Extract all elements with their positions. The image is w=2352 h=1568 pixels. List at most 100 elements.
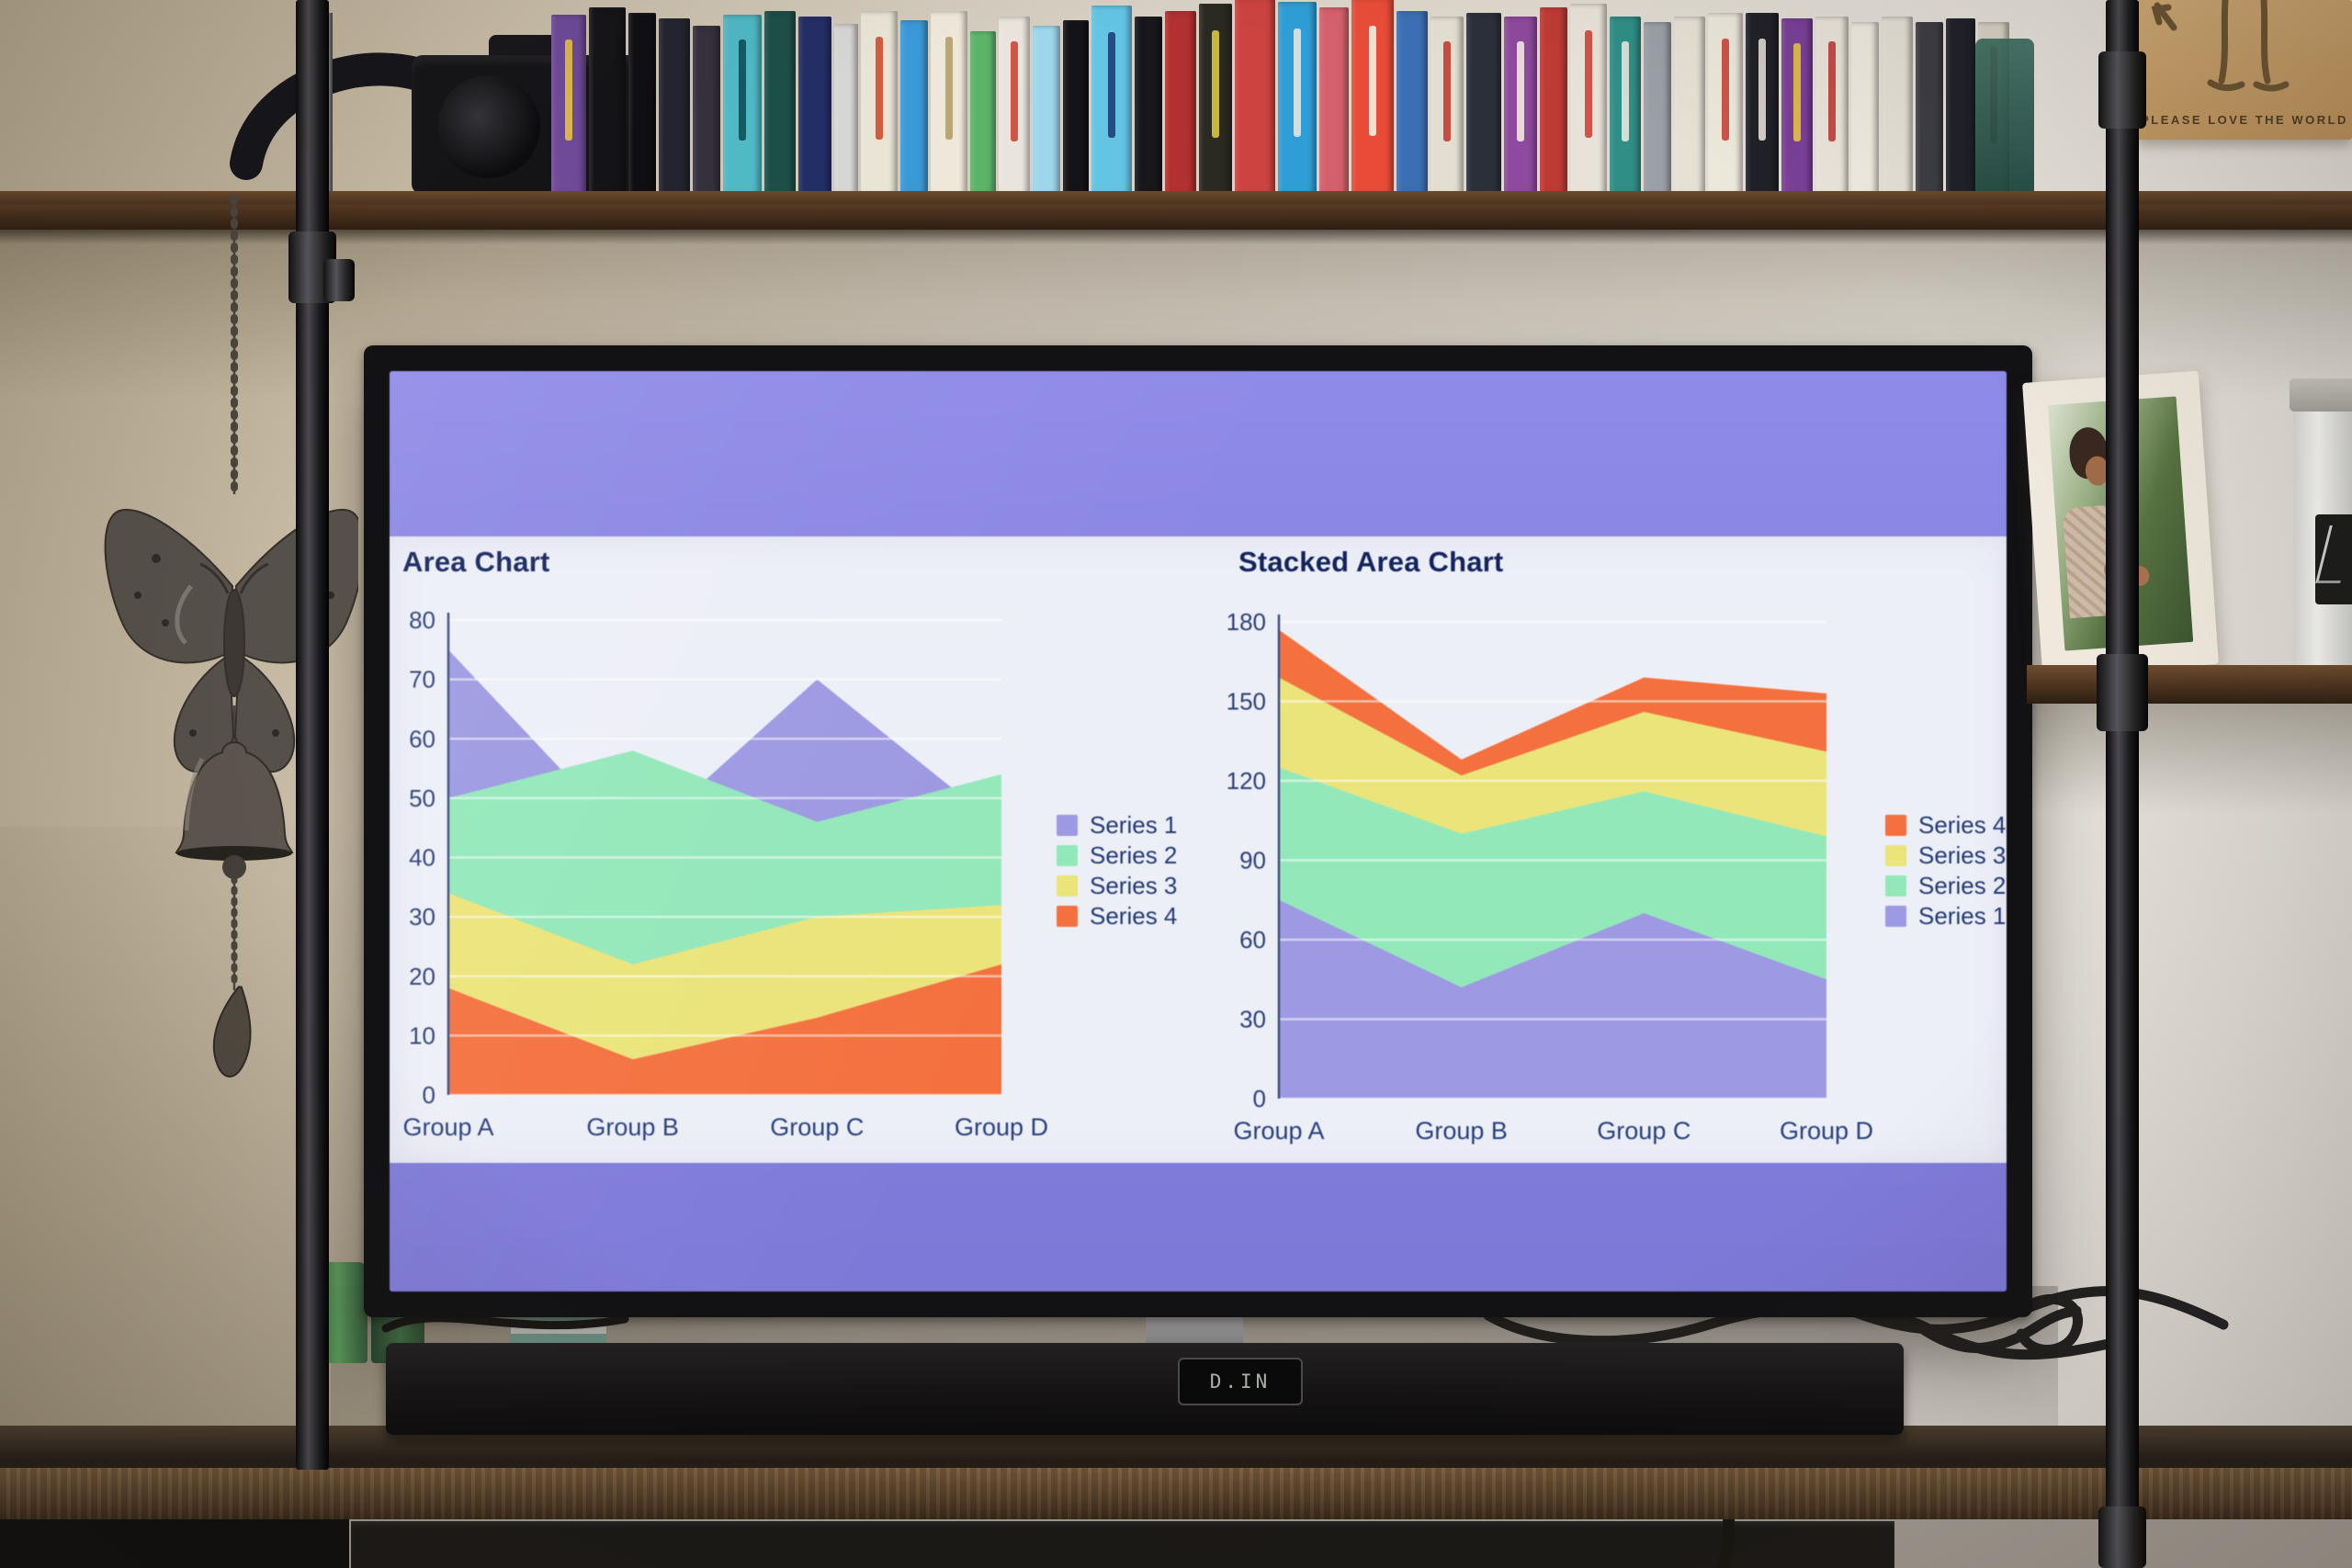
right-shelf-board	[2027, 665, 2352, 704]
book-spine	[1504, 17, 1537, 195]
legend-swatch	[1885, 906, 1906, 927]
book-spine	[900, 20, 928, 195]
screen-reflection	[390, 371, 2007, 1292]
x-tick-label: Group C	[1597, 1117, 1690, 1145]
book-spine-title-band	[1108, 31, 1115, 139]
legend-item: Series 3	[1885, 840, 2006, 871]
book-spine	[798, 17, 831, 195]
book-spine-title-band	[1758, 38, 1766, 141]
camera-lens	[437, 75, 540, 178]
book-spine-title-band	[1517, 41, 1524, 141]
stacked-area-chart: 0 30 60 90 120 150 180 Group A Group B Group C Gro…	[1227, 608, 1873, 1145]
book-spine	[1235, 0, 1275, 195]
tv-screen: Area Chart Stacked Area Chart 0 10 20 30 40 5…	[390, 371, 2007, 1292]
book-spine	[1851, 22, 1879, 195]
book-spine	[1540, 7, 1567, 195]
book-spine-title-band	[1011, 41, 1018, 141]
pipe-right-tee	[2097, 654, 2148, 731]
desk-front-edge	[0, 1468, 2352, 1519]
legend-label: Series 3	[1090, 872, 1177, 900]
pipe-right	[2106, 0, 2139, 1568]
tv: Area Chart Stacked Area Chart 0 10 20 30 40 5…	[364, 345, 2032, 1317]
legend-swatch	[1885, 875, 1906, 897]
x-tick-label: Group B	[1415, 1117, 1508, 1145]
area-chart-title: Area Chart	[402, 546, 550, 579]
area-chart-legend: Series 1Series 2Series 3Series 4	[1057, 810, 1177, 931]
y-tick-label: 80	[409, 606, 435, 634]
legend-swatch	[1885, 845, 1906, 866]
y-tick-label: 50	[409, 784, 435, 812]
legend-swatch	[1057, 906, 1078, 927]
legend-item: Series 3	[1057, 871, 1177, 901]
y-tick-label: 60	[1239, 926, 1266, 953]
jar-label	[2315, 514, 2352, 604]
legend-label: Series 2	[1090, 841, 1177, 870]
teal-vase	[1975, 39, 2034, 195]
soundbar-display: D.IN	[1178, 1358, 1303, 1405]
stacked-area-chart-title: Stacked Area Chart	[1238, 546, 1503, 579]
book-spine	[1610, 17, 1641, 195]
book-spine	[551, 15, 586, 195]
book-spine	[834, 24, 858, 195]
book-spine	[1466, 13, 1501, 195]
book-spine	[1815, 17, 1849, 195]
book-spine	[1165, 11, 1196, 195]
pipe-left-clamp	[323, 259, 355, 301]
book-spine	[693, 26, 720, 195]
book-spine-title-band	[1585, 30, 1592, 138]
legend-label: Series 2	[1918, 872, 2006, 900]
legend-swatch	[1057, 845, 1078, 866]
book-spine-title-band	[1828, 41, 1836, 141]
right-shelf-cast-shadow	[2021, 704, 2352, 814]
book-spine	[1781, 18, 1813, 195]
book-spine	[999, 17, 1030, 195]
book-spine-title-band	[565, 39, 572, 141]
top-shelf-shadow	[0, 230, 2352, 244]
book-spine	[1674, 17, 1705, 195]
soundbar-display-text: D.IN	[1209, 1371, 1272, 1393]
wall-sign: PLEASE LOVE THE WORLD	[2137, 0, 2352, 140]
x-tick-label: Group A	[402, 1113, 493, 1141]
book-spine	[1644, 22, 1671, 195]
y-tick-label: 0	[423, 1081, 435, 1109]
book-spine	[1570, 4, 1607, 195]
legend-label: Series 1	[1918, 902, 2006, 931]
legend-item: Series 1	[1885, 901, 2006, 931]
book-spine	[1033, 26, 1060, 195]
book-spine-title-band	[1793, 42, 1801, 142]
legend-label: Series 3	[1918, 841, 2006, 870]
legend-swatch	[1057, 815, 1078, 836]
book-spine-title-band	[1369, 25, 1376, 136]
book-spine	[1430, 17, 1464, 195]
pipe-left	[296, 0, 329, 1470]
area-chart: 0 10 20 30 40 50 60 70 80 Group A Group B Group C Gr…	[402, 606, 1048, 1141]
y-tick-label: 120	[1227, 767, 1266, 795]
y-tick-label: 180	[1227, 608, 1266, 636]
book-spine	[659, 18, 690, 195]
y-tick-label: 0	[1253, 1085, 1266, 1112]
y-tick-label: 30	[1239, 1006, 1266, 1033]
book-spine	[1351, 0, 1394, 195]
book-spine-title-band	[1294, 28, 1301, 137]
book-spine-title-band	[1722, 38, 1729, 141]
book-spine-title-band	[945, 37, 953, 140]
sign-text: PLEASE LOVE THE WORLD	[2141, 113, 2348, 127]
legend-item: Series 4	[1057, 901, 1177, 931]
book-spine	[1746, 13, 1779, 195]
book-spine-title-band	[1443, 41, 1451, 141]
x-tick-label: Group B	[586, 1113, 679, 1141]
subwoofer	[351, 1521, 1894, 1568]
area-series	[448, 964, 1001, 1095]
y-tick-label: 30	[409, 903, 435, 931]
x-tick-label: Group D	[1780, 1117, 1873, 1145]
book-spine	[1882, 17, 1913, 195]
speaker-box	[0, 1514, 349, 1568]
book-spine	[970, 31, 996, 195]
book-spine	[1091, 6, 1132, 195]
x-tick-label: Group D	[955, 1113, 1048, 1141]
legend-item: Series 2	[1885, 871, 2006, 901]
pipe-right-coupling	[2098, 51, 2146, 129]
book-spine-title-band	[1212, 30, 1219, 138]
legend-item: Series 4	[1885, 810, 2006, 840]
